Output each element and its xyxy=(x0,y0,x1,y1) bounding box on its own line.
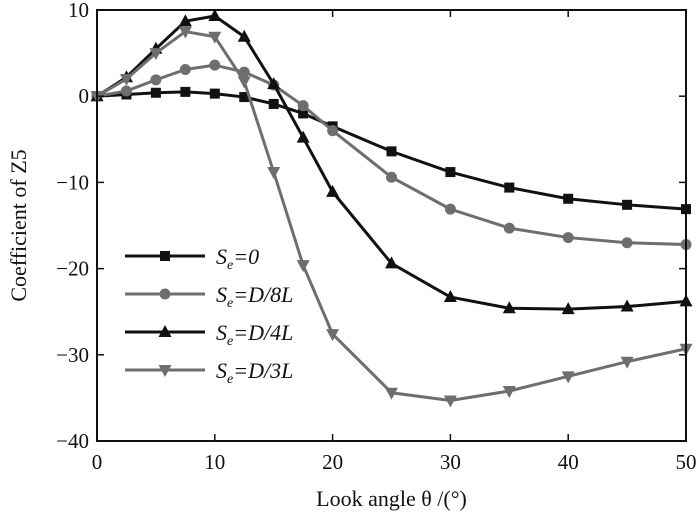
data-point xyxy=(385,387,398,400)
data-point xyxy=(150,74,162,86)
y-axis-title: Coefficient of Z5 xyxy=(6,149,31,301)
y-tick-label: −40 xyxy=(56,429,89,453)
legend-label: Se=D/4L xyxy=(216,320,293,349)
data-point xyxy=(268,98,279,109)
data-point xyxy=(267,167,281,180)
data-point xyxy=(267,77,281,90)
data-point xyxy=(385,256,398,269)
y-tick-label: 10 xyxy=(68,0,89,22)
legend-item: Se=0 xyxy=(125,244,259,273)
x-tick-label: 40 xyxy=(558,450,579,474)
data-point xyxy=(443,290,457,303)
legend-marker xyxy=(159,288,171,300)
x-tick-label: 30 xyxy=(440,450,461,474)
legend-marker xyxy=(160,251,170,261)
data-point xyxy=(326,184,340,197)
data-point xyxy=(622,199,633,210)
data-point xyxy=(443,395,457,408)
data-point xyxy=(298,108,309,119)
data-point xyxy=(237,29,251,42)
data-point xyxy=(502,301,516,314)
x-tick-label: 20 xyxy=(322,450,343,474)
series-4 xyxy=(90,26,693,408)
data-point xyxy=(620,299,634,312)
data-point xyxy=(562,232,574,244)
axis-ticks: 0 10 20 30 40 50 10 0 −10 −20 −30 −40 xyxy=(56,0,696,474)
data-point xyxy=(179,63,191,75)
data-point xyxy=(386,146,397,157)
data-point xyxy=(386,171,397,183)
data-point xyxy=(120,85,132,97)
legend-item: Se=D/4L xyxy=(125,320,293,349)
legend-item: Se=D/3L xyxy=(125,358,293,387)
y-tick-label: −20 xyxy=(56,257,89,281)
legend-label: Se=0 xyxy=(216,244,259,273)
data-point xyxy=(208,31,222,44)
data-point xyxy=(209,88,220,99)
x-tick-label: 10 xyxy=(204,450,225,474)
y-tick-label: −10 xyxy=(56,170,89,194)
data-point xyxy=(149,48,163,61)
data-point xyxy=(444,203,456,215)
data-point xyxy=(561,371,575,384)
data-point xyxy=(621,237,633,249)
y-tick-label: −30 xyxy=(56,343,89,367)
series-layer xyxy=(90,9,693,408)
legend: Se=0 Se=D/8L Se=D/4L Se=D/3L xyxy=(125,244,293,387)
data-point xyxy=(561,302,575,315)
legend-marker xyxy=(158,325,172,337)
x-axis-title: Look angle θ /(°) xyxy=(316,486,467,511)
data-point xyxy=(445,167,456,178)
x-tick-label: 50 xyxy=(676,450,697,474)
data-point xyxy=(296,130,310,143)
data-point xyxy=(504,182,515,193)
data-point xyxy=(119,73,133,86)
plot-frame xyxy=(96,9,687,442)
data-point xyxy=(327,125,339,137)
data-point xyxy=(297,100,309,112)
data-point xyxy=(150,87,161,98)
data-point xyxy=(180,86,191,97)
legend-label: Se=D/3L xyxy=(216,358,293,387)
legend-marker xyxy=(158,365,172,377)
data-point xyxy=(563,193,574,204)
data-point xyxy=(502,386,516,399)
x-tick-label: 0 xyxy=(92,450,103,474)
legend-item: Se=D/8L xyxy=(125,282,293,311)
data-point xyxy=(620,356,634,369)
data-point xyxy=(209,59,221,71)
data-point xyxy=(326,329,340,342)
data-point xyxy=(296,260,310,273)
data-point xyxy=(178,14,192,27)
y-tick-label: 0 xyxy=(79,84,90,108)
data-point xyxy=(178,26,192,39)
legend-label: Se=D/8L xyxy=(216,282,293,311)
data-point xyxy=(239,92,250,103)
series-1 xyxy=(92,86,691,215)
data-point xyxy=(503,222,515,234)
data-point xyxy=(237,76,251,89)
series-3 xyxy=(90,9,693,315)
